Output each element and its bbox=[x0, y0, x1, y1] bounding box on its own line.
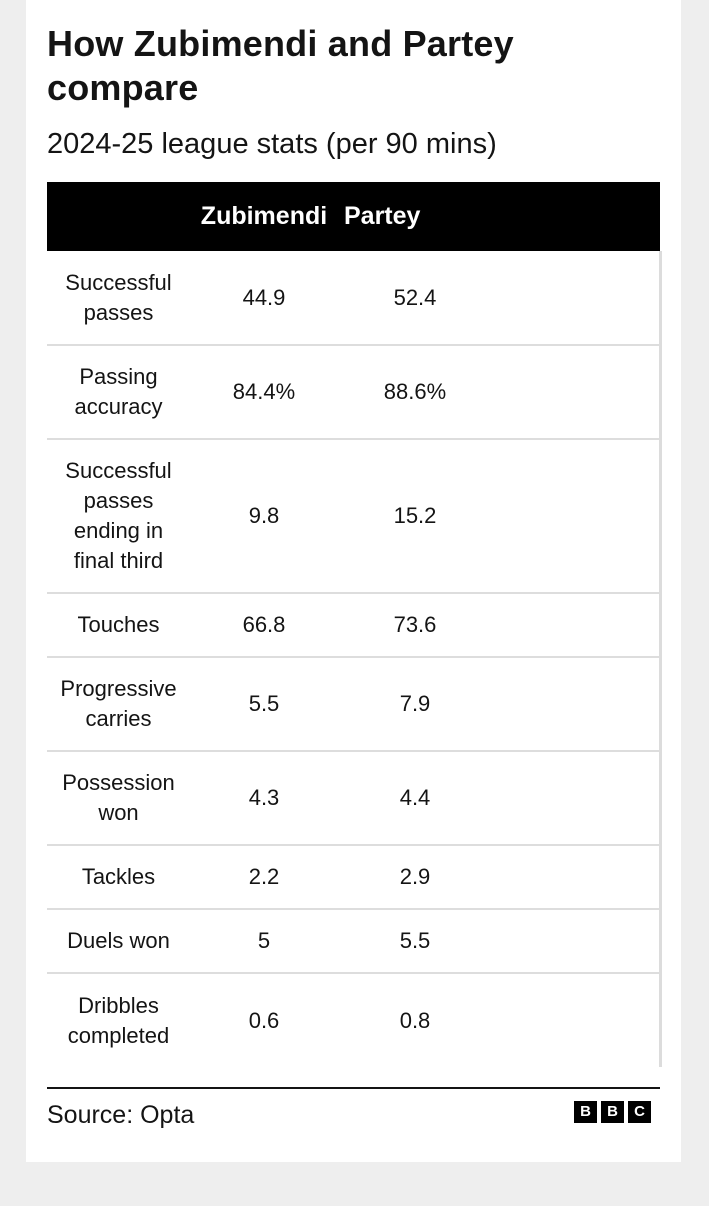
row-spacer bbox=[492, 251, 662, 346]
row-spacer bbox=[492, 657, 662, 752]
header-label-column bbox=[47, 182, 190, 251]
row-value-zubimendi: 2.2 bbox=[190, 845, 338, 910]
row-value-zubimendi: 5.5 bbox=[190, 657, 338, 752]
row-spacer bbox=[492, 845, 662, 910]
table-row: Tackles 2.2 2.9 bbox=[47, 845, 662, 910]
table-header: Zubimendi Partey bbox=[47, 182, 660, 251]
source-credit: Source: Opta bbox=[47, 1101, 195, 1129]
row-value-partey: 2.9 bbox=[338, 845, 492, 910]
row-value-partey: 7.9 bbox=[338, 657, 492, 752]
row-spacer bbox=[492, 593, 662, 658]
row-value-zubimendi: 9.8 bbox=[190, 439, 338, 594]
chart-subtitle: 2024-25 league stats (per 90 mins) bbox=[47, 128, 497, 160]
table-row: Dribbles completed 0.6 0.8 bbox=[47, 973, 662, 1067]
row-label: Duels won bbox=[47, 909, 190, 974]
row-value-zubimendi: 84.4% bbox=[190, 345, 338, 440]
row-label: Touches bbox=[47, 593, 190, 658]
row-label: Possession won bbox=[47, 751, 190, 846]
row-spacer bbox=[492, 345, 662, 440]
row-label: Successful passes ending in final third bbox=[47, 439, 190, 594]
bbc-logo-letter: B bbox=[601, 1101, 624, 1123]
table-row: Possession won 4.3 4.4 bbox=[47, 751, 662, 846]
table-row: Successful passes ending in final third … bbox=[47, 439, 662, 594]
row-spacer bbox=[492, 909, 662, 974]
header-spacer bbox=[492, 182, 660, 251]
table-row: Duels won 5 5.5 bbox=[47, 909, 662, 974]
chart-title: How Zubimendi and Partey compare bbox=[47, 23, 514, 108]
table-body: Successful passes 44.9 52.4 Passing accu… bbox=[47, 251, 662, 1067]
bbc-logo-letter: C bbox=[628, 1101, 651, 1123]
table-row: Touches 66.8 73.6 bbox=[47, 593, 662, 658]
bbc-logo: B B C bbox=[574, 1101, 651, 1123]
row-value-partey: 73.6 bbox=[338, 593, 492, 658]
row-label: Dribbles completed bbox=[67, 992, 170, 1048]
row-spacer bbox=[492, 973, 662, 1067]
header-row: Zubimendi Partey bbox=[47, 182, 660, 251]
row-value-zubimendi: 4.3 bbox=[190, 751, 338, 846]
table-row: Progressive carries 5.5 7.9 bbox=[47, 657, 662, 752]
row-label: Tackles bbox=[47, 845, 190, 910]
row-value-partey: 52.4 bbox=[338, 251, 492, 346]
row-label: Passing accuracy bbox=[47, 345, 190, 440]
row-value-partey: 0.8 bbox=[399, 1007, 431, 1033]
row-label: Progressive carries bbox=[47, 657, 190, 752]
table-row: Successful passes 44.9 52.4 bbox=[47, 251, 662, 346]
bbc-logo-letter: B bbox=[574, 1101, 597, 1123]
row-value-partey: 4.4 bbox=[338, 751, 492, 846]
header-zubimendi: Zubimendi bbox=[200, 202, 328, 230]
row-value-partey: 5.5 bbox=[338, 909, 492, 974]
row-value-zubimendi: 44.9 bbox=[190, 251, 338, 346]
row-value-partey: 88.6% bbox=[338, 345, 492, 440]
footer-divider bbox=[47, 1087, 660, 1089]
row-value-zubimendi: 5 bbox=[190, 909, 338, 974]
row-spacer bbox=[492, 751, 662, 846]
stats-table: Zubimendi Partey Successful passes 44.9 … bbox=[47, 182, 662, 1067]
chart-card: How Zubimendi and Partey compare 2024-25… bbox=[26, 0, 681, 1162]
header-partey: Partey bbox=[344, 202, 421, 230]
row-value-zubimendi: 0.6 bbox=[248, 1007, 280, 1033]
row-label: Successful passes bbox=[47, 251, 190, 346]
row-value-zubimendi: 66.8 bbox=[190, 593, 338, 658]
table-row: Passing accuracy 84.4% 88.6% bbox=[47, 345, 662, 440]
row-spacer bbox=[492, 439, 662, 594]
row-value-partey: 15.2 bbox=[338, 439, 492, 594]
